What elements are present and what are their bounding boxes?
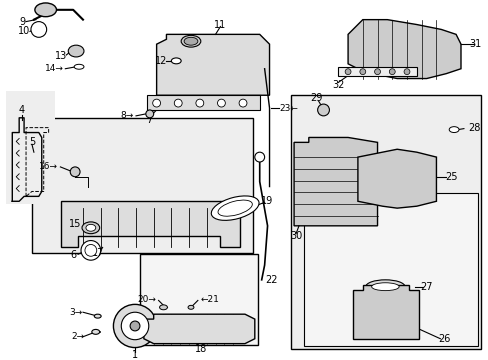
Circle shape bbox=[260, 65, 268, 73]
Text: 25: 25 bbox=[444, 172, 456, 182]
Text: 20→: 20→ bbox=[138, 295, 156, 304]
Bar bbox=[140, 254, 257, 345]
Ellipse shape bbox=[82, 222, 100, 234]
Text: 23←: 23← bbox=[279, 104, 298, 113]
Text: 8→: 8→ bbox=[121, 111, 134, 120]
Polygon shape bbox=[338, 67, 416, 76]
Text: 30: 30 bbox=[289, 231, 302, 240]
Text: 19: 19 bbox=[261, 196, 273, 206]
Circle shape bbox=[121, 312, 148, 340]
Text: 10: 10 bbox=[18, 26, 30, 36]
Polygon shape bbox=[61, 201, 240, 247]
Text: 1: 1 bbox=[132, 350, 138, 360]
Polygon shape bbox=[156, 34, 269, 95]
Ellipse shape bbox=[159, 305, 167, 310]
Ellipse shape bbox=[35, 3, 56, 17]
Text: 5: 5 bbox=[29, 138, 35, 147]
Text: 16→: 16→ bbox=[40, 162, 59, 171]
Text: 2→: 2→ bbox=[72, 332, 85, 341]
Text: 4: 4 bbox=[19, 105, 25, 115]
Circle shape bbox=[85, 244, 97, 256]
Circle shape bbox=[239, 99, 246, 107]
Circle shape bbox=[174, 99, 182, 107]
Text: 7: 7 bbox=[146, 115, 153, 125]
Circle shape bbox=[317, 104, 329, 116]
Ellipse shape bbox=[184, 37, 198, 45]
Circle shape bbox=[254, 152, 264, 162]
Text: 11: 11 bbox=[214, 19, 226, 30]
Circle shape bbox=[145, 110, 153, 118]
Polygon shape bbox=[357, 149, 436, 208]
Polygon shape bbox=[352, 285, 418, 339]
Ellipse shape bbox=[365, 280, 404, 293]
Text: 15: 15 bbox=[69, 219, 81, 229]
Circle shape bbox=[359, 69, 365, 75]
Circle shape bbox=[217, 99, 225, 107]
Circle shape bbox=[70, 167, 80, 177]
Text: 9: 9 bbox=[19, 17, 25, 27]
Ellipse shape bbox=[188, 305, 194, 309]
Circle shape bbox=[403, 69, 409, 75]
Text: 13: 13 bbox=[55, 51, 67, 61]
Ellipse shape bbox=[171, 58, 181, 64]
Text: 27: 27 bbox=[420, 282, 432, 292]
Ellipse shape bbox=[92, 329, 100, 334]
Text: 31: 31 bbox=[468, 39, 481, 49]
Polygon shape bbox=[143, 314, 254, 344]
Ellipse shape bbox=[68, 45, 84, 57]
Bar bbox=[32, 118, 252, 253]
Polygon shape bbox=[293, 138, 377, 226]
Text: 3→: 3→ bbox=[70, 308, 83, 317]
Bar bbox=[6, 91, 55, 204]
Text: 22: 22 bbox=[264, 275, 277, 285]
Text: 18: 18 bbox=[194, 343, 206, 354]
Text: 12: 12 bbox=[155, 56, 167, 66]
Ellipse shape bbox=[448, 127, 458, 132]
Circle shape bbox=[113, 304, 156, 347]
Ellipse shape bbox=[181, 35, 201, 47]
Text: 14→: 14→ bbox=[44, 64, 63, 73]
Circle shape bbox=[196, 99, 203, 107]
Text: ←21: ←21 bbox=[201, 295, 219, 304]
Circle shape bbox=[374, 69, 380, 75]
Circle shape bbox=[388, 69, 394, 75]
Circle shape bbox=[31, 22, 46, 37]
Text: 6: 6 bbox=[70, 250, 76, 260]
Ellipse shape bbox=[218, 200, 252, 216]
Circle shape bbox=[152, 99, 160, 107]
Text: 28: 28 bbox=[467, 123, 479, 132]
Bar bbox=[290, 95, 480, 348]
Text: 17: 17 bbox=[91, 248, 103, 258]
Text: 26: 26 bbox=[437, 334, 449, 344]
Ellipse shape bbox=[371, 283, 398, 291]
Circle shape bbox=[81, 240, 101, 260]
Text: 32: 32 bbox=[331, 80, 344, 90]
Text: 29: 29 bbox=[310, 93, 322, 103]
Circle shape bbox=[130, 321, 140, 331]
Polygon shape bbox=[347, 20, 460, 78]
Ellipse shape bbox=[211, 196, 259, 220]
Bar bbox=[146, 95, 259, 110]
Ellipse shape bbox=[86, 224, 96, 231]
Ellipse shape bbox=[74, 64, 84, 69]
Ellipse shape bbox=[94, 314, 101, 318]
Bar bbox=[303, 193, 477, 346]
Circle shape bbox=[345, 69, 350, 75]
